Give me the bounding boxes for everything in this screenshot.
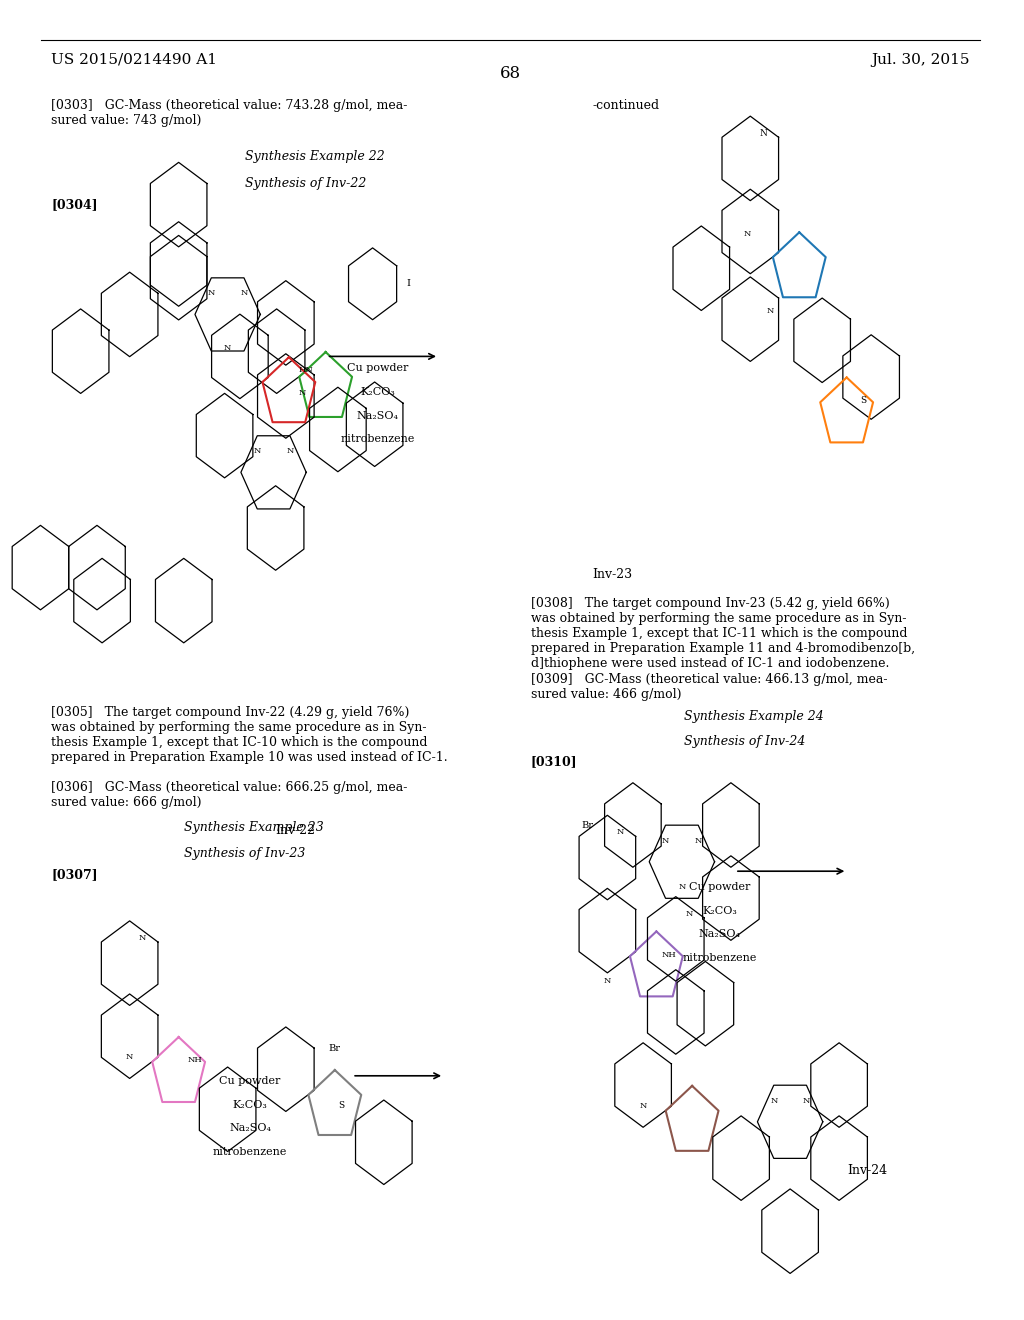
Text: N: N <box>662 837 670 845</box>
Text: S: S <box>860 396 866 405</box>
Text: US 2015/0214490 A1: US 2015/0214490 A1 <box>51 53 217 67</box>
Text: [0305]   The target compound Inv-22 (4.29 g, yield 76%)
was obtained by performi: [0305] The target compound Inv-22 (4.29 … <box>51 706 447 764</box>
Text: N: N <box>126 1053 133 1061</box>
Text: Cu powder: Cu powder <box>689 882 751 892</box>
Text: N: N <box>254 447 261 455</box>
Text: [0304]: [0304] <box>51 198 97 211</box>
Text: [0310]: [0310] <box>530 755 578 768</box>
Text: Synthesis Example 24: Synthesis Example 24 <box>684 710 823 723</box>
Text: [0303]   GC-Mass (theoretical value: 743.28 g/mol, mea-
sured value: 743 g/mol): [0303] GC-Mass (theoretical value: 743.2… <box>51 99 408 127</box>
Text: nitrobenzene: nitrobenzene <box>341 434 415 445</box>
Text: Na₂SO₄: Na₂SO₄ <box>229 1123 271 1134</box>
Text: N: N <box>760 128 767 137</box>
Text: Synthesis Example 22: Synthesis Example 22 <box>245 150 385 164</box>
Text: N: N <box>743 230 751 238</box>
Text: Jul. 30, 2015: Jul. 30, 2015 <box>871 53 970 67</box>
Text: N: N <box>287 447 294 455</box>
Text: Br: Br <box>582 821 593 829</box>
Text: Br: Br <box>329 1044 341 1052</box>
Text: N: N <box>616 828 625 836</box>
Text: Inv-23: Inv-23 <box>592 568 632 581</box>
Text: N: N <box>208 289 215 297</box>
Text: N: N <box>803 1097 810 1105</box>
Text: Na₂SO₄: Na₂SO₄ <box>356 411 398 421</box>
Text: N: N <box>639 1102 647 1110</box>
Text: Cu powder: Cu powder <box>347 363 409 374</box>
Text: 68: 68 <box>500 65 521 82</box>
Text: NH: NH <box>187 1056 203 1064</box>
Text: Inv-22: Inv-22 <box>275 824 315 837</box>
Text: N: N <box>139 933 146 941</box>
Text: Synthesis of Inv-24: Synthesis of Inv-24 <box>684 735 805 748</box>
Text: N: N <box>241 289 248 297</box>
Text: N: N <box>604 977 611 985</box>
Text: N: N <box>694 837 701 845</box>
Text: N: N <box>766 306 773 314</box>
Text: Synthesis Example 23: Synthesis Example 23 <box>183 821 324 834</box>
Text: Synthesis of Inv-23: Synthesis of Inv-23 <box>183 847 305 861</box>
Text: S: S <box>338 1101 344 1110</box>
Text: K₂CO₃: K₂CO₃ <box>232 1100 267 1110</box>
Text: nitrobenzene: nitrobenzene <box>682 953 757 964</box>
Text: I: I <box>407 280 411 288</box>
Text: N: N <box>678 883 686 891</box>
Text: NH: NH <box>663 950 677 958</box>
Text: [0306]   GC-Mass (theoretical value: 666.25 g/mol, mea-
sured value: 666 g/mol): [0306] GC-Mass (theoretical value: 666.2… <box>51 781 408 809</box>
Text: nitrobenzene: nitrobenzene <box>213 1147 288 1158</box>
Text: Na₂SO₄: Na₂SO₄ <box>698 929 740 940</box>
Text: [0307]: [0307] <box>51 869 97 882</box>
Text: K₂CO₃: K₂CO₃ <box>702 906 737 916</box>
Text: Cu powder: Cu powder <box>219 1076 281 1086</box>
Text: Synthesis of Inv-22: Synthesis of Inv-22 <box>245 177 367 190</box>
Text: -continued: -continued <box>592 99 659 112</box>
Text: [0308]   The target compound Inv-23 (5.42 g, yield 66%)
was obtained by performi: [0308] The target compound Inv-23 (5.42 … <box>530 597 914 669</box>
Text: N: N <box>298 389 305 397</box>
Text: HN: HN <box>299 366 313 374</box>
Text: N: N <box>685 909 692 917</box>
Text: Inv-24: Inv-24 <box>847 1164 888 1177</box>
Text: [0309]   GC-Mass (theoretical value: 466.13 g/mol, mea-
sured value: 466 g/mol): [0309] GC-Mass (theoretical value: 466.1… <box>530 673 888 701</box>
Text: N: N <box>224 345 231 352</box>
Text: N: N <box>770 1097 777 1105</box>
Text: K₂CO₃: K₂CO₃ <box>360 387 395 397</box>
